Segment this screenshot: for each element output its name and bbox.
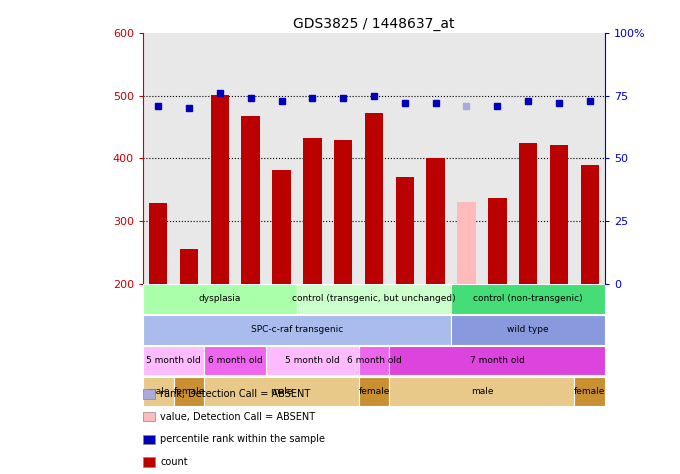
Bar (364, 113, 384, 283)
Text: 7 month old: 7 month old (470, 356, 525, 365)
Text: 6 month old: 6 month old (347, 356, 401, 365)
Text: male: male (147, 387, 169, 396)
Bar (173, 377, 205, 406)
Bar (143, 315, 451, 345)
Text: 5 month old: 5 month old (146, 356, 201, 365)
Text: male: male (471, 387, 493, 396)
Bar (390, 377, 575, 406)
Bar (266, 346, 358, 375)
Bar (519, 143, 537, 283)
Text: control (transgenic, but unchanged): control (transgenic, but unchanged) (292, 294, 456, 303)
Bar (205, 377, 358, 406)
Text: female: female (173, 387, 205, 396)
Text: 5 month old: 5 month old (285, 356, 340, 365)
Text: value, Detection Call = ABSENT: value, Detection Call = ABSENT (160, 411, 316, 422)
Bar (272, 170, 291, 283)
Bar (451, 315, 605, 345)
Bar (549, 145, 568, 283)
Bar (451, 284, 605, 314)
Bar (303, 138, 322, 283)
Text: count: count (160, 457, 188, 467)
Bar (143, 346, 205, 375)
Bar (143, 377, 173, 406)
Bar (581, 164, 599, 283)
Text: SPC-c-raf transgenic: SPC-c-raf transgenic (251, 325, 343, 334)
Bar (457, 202, 476, 283)
Text: percentile rank within the sample: percentile rank within the sample (160, 434, 326, 445)
Bar (426, 158, 445, 283)
Text: male: male (270, 387, 293, 396)
Text: dysplasia: dysplasia (199, 294, 241, 303)
Text: female: female (574, 387, 605, 396)
Bar (390, 346, 605, 375)
Bar (334, 139, 352, 283)
Bar (241, 116, 260, 283)
Text: 6 month old: 6 month old (208, 356, 262, 365)
Bar (143, 284, 297, 314)
Bar (211, 94, 229, 283)
Bar (575, 377, 605, 406)
Bar (488, 198, 507, 283)
Bar (149, 203, 167, 283)
Text: female: female (358, 387, 390, 396)
Text: control (non-transgenic): control (non-transgenic) (473, 294, 583, 303)
Bar (396, 176, 414, 283)
Text: wild type: wild type (507, 325, 549, 334)
Bar (358, 346, 390, 375)
Bar (205, 346, 266, 375)
Bar (297, 284, 451, 314)
Bar (358, 377, 390, 406)
Text: rank, Detection Call = ABSENT: rank, Detection Call = ABSENT (160, 389, 311, 399)
Bar (180, 249, 199, 283)
Title: GDS3825 / 1448637_at: GDS3825 / 1448637_at (293, 17, 455, 31)
